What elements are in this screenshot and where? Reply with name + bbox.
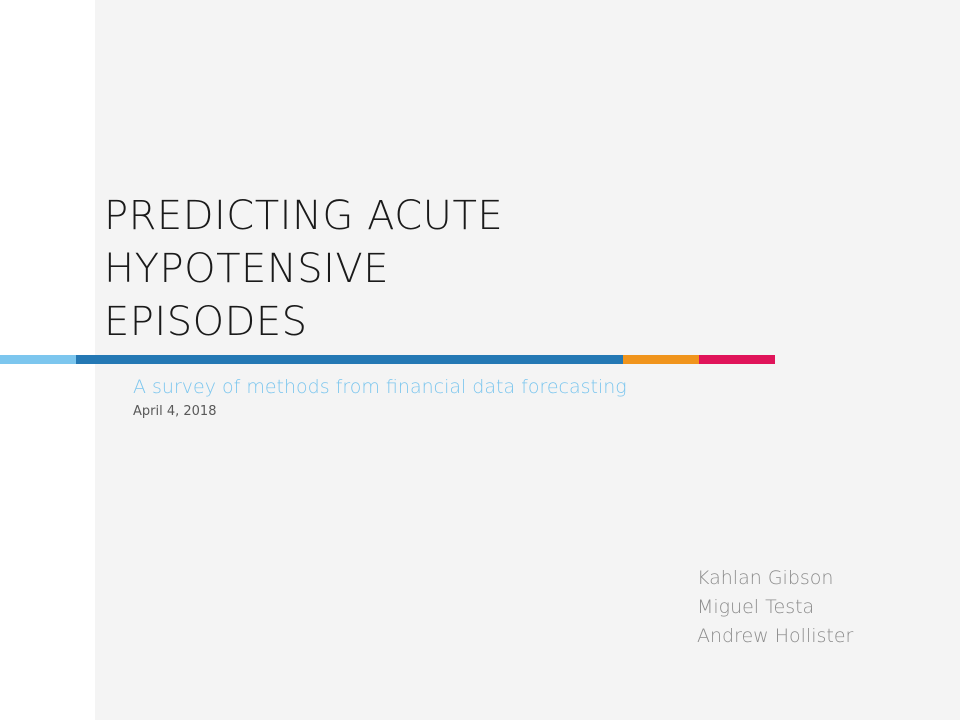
title-line-2: HYPOTENSIVE [104,246,390,292]
author-name: Miguel Testa [697,596,815,618]
title-line-3: EPISODES [104,299,308,345]
accent-stripe-orange [623,355,699,364]
author-name: Kahlan Gibson [697,567,834,589]
slide-subtitle: A survey of methods from financial data … [133,376,627,398]
slide-title: PREDICTING ACUTE HYPOTENSIVE EPISODES [104,190,724,349]
author-list: Kahlan Gibson Miguel Testa Andrew Hollis… [697,564,853,651]
title-line-1: PREDICTING ACUTE [104,193,504,239]
accent-stripe-red [699,355,775,364]
accent-stripe-blue [76,355,623,364]
author-name: Andrew Hollister [697,625,854,647]
presentation-date: April 4, 2018 [133,404,217,419]
accent-stripe-light-blue [0,355,76,364]
